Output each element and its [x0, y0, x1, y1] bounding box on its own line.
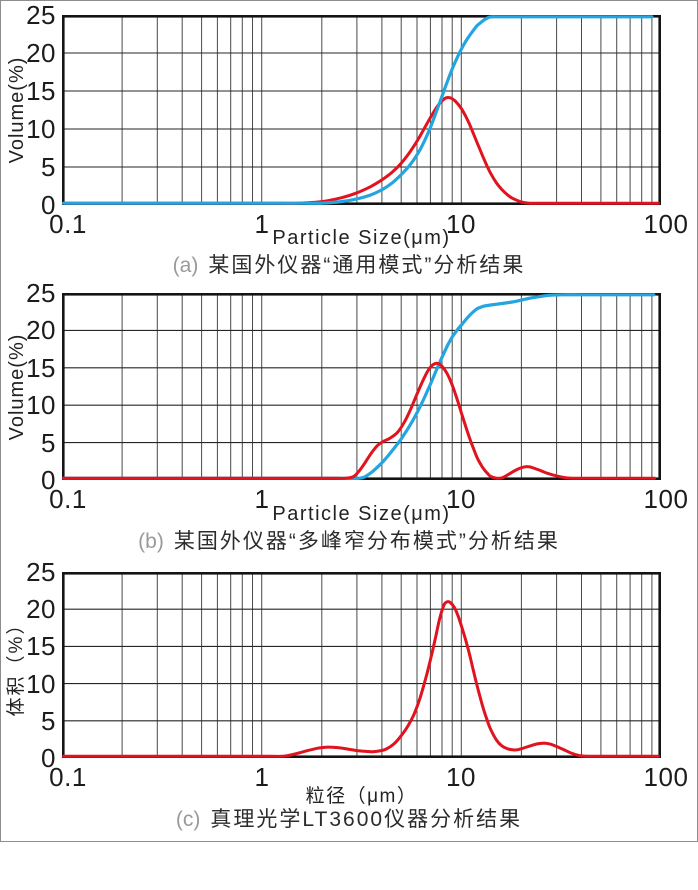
- y-tick-label: 10: [26, 390, 56, 421]
- x-tick-label: 100: [643, 762, 689, 792]
- x-tick-label: 0.1: [49, 484, 87, 514]
- caption-index: (b): [138, 530, 164, 553]
- plot-border: [62, 572, 661, 758]
- y-tick-label: 20: [26, 315, 56, 346]
- caption-index: (a): [172, 254, 199, 277]
- differential-curve: [62, 96, 660, 205]
- plot-area-c: [62, 572, 661, 758]
- x-axis-label: Particle Size(μm): [272, 503, 451, 525]
- x-tick-label: 1: [254, 762, 270, 792]
- plot-border: [62, 293, 661, 480]
- x-tick-label: 0.1: [49, 762, 87, 792]
- differential-curve: [62, 600, 660, 758]
- differential-curve: [62, 361, 657, 480]
- plot-area-b: [62, 293, 661, 480]
- y-tick-label: 15: [26, 352, 56, 383]
- y-tick-label: 10: [26, 114, 56, 144]
- x-tick-label: 100: [643, 484, 689, 514]
- x-tick-label: 100: [643, 209, 689, 239]
- y-tick-label: 25: [26, 278, 56, 308]
- y-tick-label: 25: [26, 557, 56, 587]
- y-axis-label: Volume(%): [6, 333, 28, 440]
- caption-text: 某国外仪器“通用模式”分析结果: [208, 254, 526, 277]
- y-tick-label: 20: [26, 594, 56, 625]
- x-axis-label: Particle Size(μm): [272, 227, 451, 249]
- y-tick-label: 10: [26, 668, 56, 699]
- chart-caption: (a) 某国外仪器“通用模式”分析结果: [0, 249, 698, 279]
- x-tick-label: 1: [254, 209, 270, 239]
- y-tick-label: 20: [26, 38, 56, 68]
- x-tick-label: 0.1: [49, 209, 87, 239]
- caption-index: (c): [175, 808, 201, 831]
- plot-area-a: [62, 15, 661, 205]
- x-tick-label: 10: [446, 209, 476, 239]
- caption-text: 某国外仪器“多峰窄分布模式”分析结果: [173, 530, 560, 553]
- chart-caption: (c) 真理光学LT3600仪器分析结果: [0, 803, 698, 833]
- x-axis-label: 粒径（μm）: [305, 786, 418, 807]
- caption-text: 真理光学LT3600仪器分析结果: [210, 808, 523, 831]
- chart-caption: (b) 某国外仪器“多峰窄分布模式”分析结果: [0, 525, 698, 555]
- y-tick-label: 15: [26, 631, 56, 662]
- y-tick-label: 5: [41, 152, 56, 182]
- y-tick-label: 0: [41, 190, 56, 220]
- y-tick-label: 0: [41, 743, 56, 773]
- cumulative-curve: [62, 15, 654, 205]
- y-tick-label: 5: [41, 427, 56, 458]
- plot-border: [62, 15, 661, 205]
- y-tick-label: 5: [41, 705, 56, 736]
- x-tick-label: 1: [254, 484, 270, 514]
- y-tick-label: 15: [26, 76, 56, 106]
- y-tick-label: 25: [26, 0, 56, 30]
- y-axis-label: 体积（%）: [6, 613, 27, 717]
- y-axis-label: Volume(%): [6, 56, 28, 164]
- x-tick-label: 10: [446, 762, 476, 792]
- x-tick-label: 10: [446, 484, 476, 514]
- y-tick-label: 0: [41, 465, 56, 495]
- cumulative-curve: [62, 293, 656, 480]
